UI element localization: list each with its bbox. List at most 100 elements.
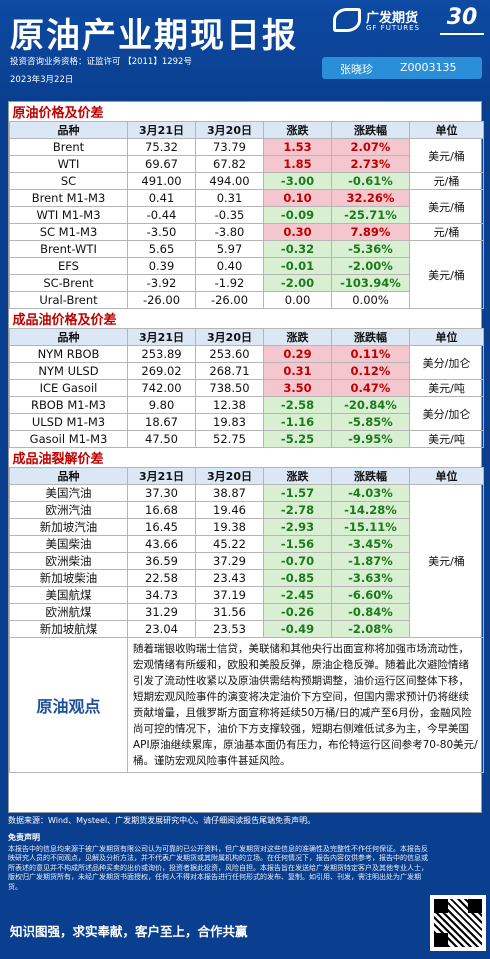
change-value: 0.31: [263, 362, 332, 380]
change-value: -1.56: [263, 535, 332, 553]
price-previous: 19.38: [195, 518, 264, 536]
change-value: -2.78: [263, 501, 332, 519]
section-row: 成品油价格及价差: [10, 309, 484, 329]
change-percent: -2.08%: [331, 620, 410, 638]
price-current: 36.59: [127, 552, 196, 570]
price-previous: 5.97: [195, 240, 264, 258]
price-previous: 253.60: [195, 345, 264, 363]
change-value: -0.26: [263, 603, 332, 621]
price-current: 43.66: [127, 535, 196, 553]
change-percent: -5.36%: [331, 240, 410, 258]
price-current: 269.02: [127, 362, 196, 380]
price-current: 34.73: [127, 586, 196, 604]
license-text: 投资咨询业务资格：证监许可 【2011】1292号: [10, 57, 192, 67]
table-row: Brent-WTI 5.65 5.97 -0.32 -5.36% 美元/桶: [9, 240, 485, 309]
change-percent: 32.26%: [331, 189, 410, 207]
section-row: 原油价格及价差: [10, 102, 484, 122]
table-header-row: 品种 3月21日 3月20日 涨跌 涨跌幅 单位: [9, 328, 485, 346]
change-percent: -1.87%: [331, 552, 410, 570]
analyst-code: Z0003135: [400, 61, 457, 74]
change-percent: -15.11%: [331, 518, 410, 536]
product-name: SC: [9, 172, 128, 190]
price-previous: 45.22: [195, 535, 264, 553]
change-value: -0.85: [263, 569, 332, 587]
price-previous: 0.31: [195, 189, 264, 207]
column-header: 涨跌: [263, 121, 332, 139]
table-row: Brent M1-M3 0.41 0.31 0.10 32.26% 美元/桶: [9, 189, 485, 224]
change-percent: -5.85%: [331, 413, 410, 431]
disclaimer: 免责声明 本报告中的信息均来源于被广发期货有限公司认为可靠的已公开资料，但广发期…: [8, 833, 428, 892]
change-percent: 2.73%: [331, 155, 410, 173]
product-name: 美国柴油: [9, 535, 128, 553]
disclaimer-text: 本报告中的信息均来源于被广发期货有限公司认为可靠的已公开资料，但广发期货对这些信…: [8, 844, 428, 891]
product-name: Gasoil M1-M3: [9, 430, 128, 448]
price-current: 69.67: [127, 155, 196, 173]
price-current: -26.00: [127, 291, 196, 309]
product-name: 美国汽油: [9, 484, 128, 502]
view-text: 随着瑞银收购瑞士信贷，美联储和其他央行出面宣称将加强市场流动性，宏观情绪有所缓和…: [126, 637, 485, 773]
product-name: NYM ULSD: [9, 362, 128, 380]
price-current: -3.50: [127, 223, 196, 241]
product-name: 欧洲柴油: [9, 552, 128, 570]
price-current: 16.68: [127, 501, 196, 519]
change-value: 1.85: [263, 155, 332, 173]
table-row: RBOB M1-M3 9.80 12.38 -2.58 -20.84% 美分/加仑: [9, 396, 485, 431]
change-percent: -3.63%: [331, 569, 410, 587]
price-previous: 19.83: [195, 413, 264, 431]
price-previous: 52.75: [195, 430, 264, 448]
table-row: SC 491.00 494.00 -3.00 -0.61% 元/桶: [9, 172, 485, 190]
price-current: 491.00: [127, 172, 196, 190]
column-header: 涨跌幅: [331, 328, 410, 346]
price-previous: -1.92: [195, 274, 264, 292]
column-header: 涨跌: [263, 467, 332, 485]
unit-cell: 元/桶: [408, 223, 485, 241]
column-header: 涨跌幅: [331, 467, 410, 485]
table-row: ICE Gasoil 742.00 738.50 3.50 0.47% 美元/吨: [9, 379, 485, 397]
price-current: 75.32: [127, 138, 196, 156]
price-current: 22.58: [127, 569, 196, 587]
change-value: -3.00: [263, 172, 332, 190]
unit-cell: 美元/桶: [408, 240, 485, 309]
column-header: 3月21日: [127, 467, 196, 485]
logo-english: GF FUTURES: [366, 24, 420, 32]
change-percent: -4.03%: [331, 484, 410, 502]
table-row: NYM RBOB 253.89 253.60 0.29 0.11% 美分/加仑: [9, 345, 485, 380]
product-name: Brent M1-M3: [9, 189, 128, 207]
change-value: 0.00: [263, 291, 332, 309]
change-percent: -9.95%: [331, 430, 410, 448]
change-value: 3.50: [263, 379, 332, 397]
product-name: Brent: [9, 138, 128, 156]
change-value: -2.93: [263, 518, 332, 536]
product-name: 欧洲汽油: [9, 501, 128, 519]
column-header: 3月21日: [127, 121, 196, 139]
view-label: 原油观点: [9, 637, 128, 773]
change-percent: -14.28%: [331, 501, 410, 519]
change-value: -0.49: [263, 620, 332, 638]
change-value: -2.45: [263, 586, 332, 604]
change-percent: -6.60%: [331, 586, 410, 604]
change-value: -0.70: [263, 552, 332, 570]
table-row: 美国航煤 34.73 37.19 -2.45 -6.60%: [9, 586, 484, 604]
product-name: RBOB M1-M3: [9, 396, 128, 414]
table-row: SC-Brent -3.92 -1.92 -2.00 -103.94%: [9, 274, 484, 292]
product-name: WTI: [9, 155, 128, 173]
change-value: 0.29: [263, 345, 332, 363]
product-name: NYM RBOB: [9, 345, 128, 363]
table-row: 美国汽油 37.30 38.87 -1.57 -4.03% 美元/桶: [9, 484, 485, 638]
change-percent: 2.07%: [331, 138, 410, 156]
column-header: 品种: [9, 121, 128, 139]
qr-code-icon: [434, 899, 482, 947]
change-percent: -3.45%: [331, 535, 410, 553]
column-header: 单位: [408, 328, 485, 346]
unit-cell: 美元/吨: [408, 379, 485, 397]
unit-cell: 美分/加仑: [408, 345, 485, 380]
product-name: Ural-Brent: [9, 291, 128, 309]
product-name: ICE Gasoil: [9, 379, 128, 397]
change-value: -1.16: [263, 413, 332, 431]
price-current: 16.45: [127, 518, 196, 536]
section-title: 原油价格及价差: [12, 106, 104, 121]
table-header-row: 品种 3月21日 3月20日 涨跌 涨跌幅 单位: [9, 121, 485, 139]
price-previous: 738.50: [195, 379, 264, 397]
logo-name: 广发期货: [366, 11, 419, 26]
qr-code[interactable]: [430, 895, 486, 951]
